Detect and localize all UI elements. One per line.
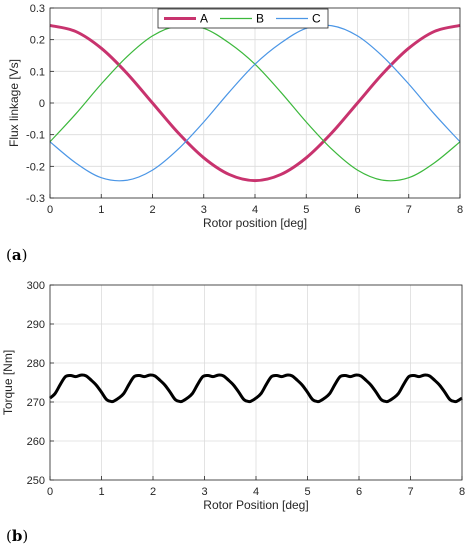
panel-label-b: (b) — [6, 527, 28, 545]
series-b — [48, 373, 463, 404]
x-tick-label: 1 — [98, 486, 104, 498]
y-ticks-b: 250 260 270 280 290 300 — [27, 280, 54, 487]
x-ticks-a: 0 1 2 3 4 5 6 7 8 — [47, 194, 463, 216]
panel-letter-b: b — [12, 527, 23, 545]
x-tick-label: 6 — [356, 486, 362, 498]
x-tick-label: 1 — [98, 204, 104, 216]
torque-chart: 0 1 2 3 4 5 6 7 8 250 260 270 280 290 300 Rotor Posit… — [1, 280, 465, 512]
x-axis-label-b: Rotor Position [deg] — [203, 498, 308, 512]
series-line-torque — [48, 373, 463, 404]
flux-linkage-chart: 0 1 2 3 4 5 6 7 8 -0.3 -0.2 -0.1 0 0.1 0.2 0.3 Rotor p… — [7, 3, 463, 230]
grid-b — [49, 284, 463, 481]
x-tick-label: 8 — [457, 204, 463, 216]
y-tick-label: 300 — [27, 280, 45, 292]
x-tick-label: 8 — [459, 486, 465, 498]
y-tick-label: 250 — [27, 475, 45, 487]
series-line-a — [49, 23, 461, 183]
y-tick-label: -0.1 — [26, 130, 45, 142]
y-tick-label: 270 — [27, 397, 45, 409]
y-tick-label: -0.3 — [26, 193, 45, 205]
x-tick-label: 6 — [354, 204, 360, 216]
series-a — [49, 23, 461, 183]
panel-letter-a: a — [12, 246, 22, 264]
legend: A B C — [157, 8, 329, 29]
y-tick-label: 0 — [39, 98, 45, 110]
x-tick-label: 0 — [47, 204, 53, 216]
y-tick-label: 290 — [27, 319, 45, 331]
y-ticks-a: -0.3 -0.2 -0.1 0 0.1 0.2 0.3 — [26, 3, 54, 205]
series-line-c — [49, 24, 461, 182]
legend-entry-a: A — [200, 12, 208, 26]
grid-a — [49, 7, 461, 199]
x-tick-label: 5 — [304, 486, 310, 498]
x-tick-label: 7 — [407, 486, 413, 498]
y-tick-label: 260 — [27, 436, 45, 448]
x-tick-label: 2 — [149, 204, 155, 216]
y-tick-label: 0.2 — [30, 35, 45, 47]
x-tick-label: 4 — [252, 204, 258, 216]
y-tick-label: -0.2 — [26, 161, 45, 173]
x-tick-label: 3 — [201, 204, 207, 216]
x-tick-label: 5 — [303, 204, 309, 216]
y-axis-label-a: Flux linkage [Vs] — [7, 59, 21, 147]
y-tick-label: 280 — [27, 358, 45, 370]
x-tick-label: 7 — [406, 204, 412, 216]
x-tick-label: 3 — [201, 486, 207, 498]
legend-entry-c: C — [312, 12, 321, 26]
x-ticks-b: 0 1 2 3 4 5 6 7 8 — [47, 476, 465, 498]
y-tick-label: 0.3 — [30, 3, 45, 15]
x-tick-label: 4 — [253, 486, 259, 498]
x-tick-label: 2 — [150, 486, 156, 498]
x-axis-label-a: Rotor position [deg] — [203, 216, 307, 230]
legend-entry-b: B — [256, 12, 264, 26]
panel-label-a: (a) — [6, 246, 27, 264]
x-tick-label: 0 — [47, 486, 53, 498]
y-axis-label-b: Torque [Nm] — [1, 350, 15, 415]
y-tick-label: 0.1 — [30, 66, 45, 78]
